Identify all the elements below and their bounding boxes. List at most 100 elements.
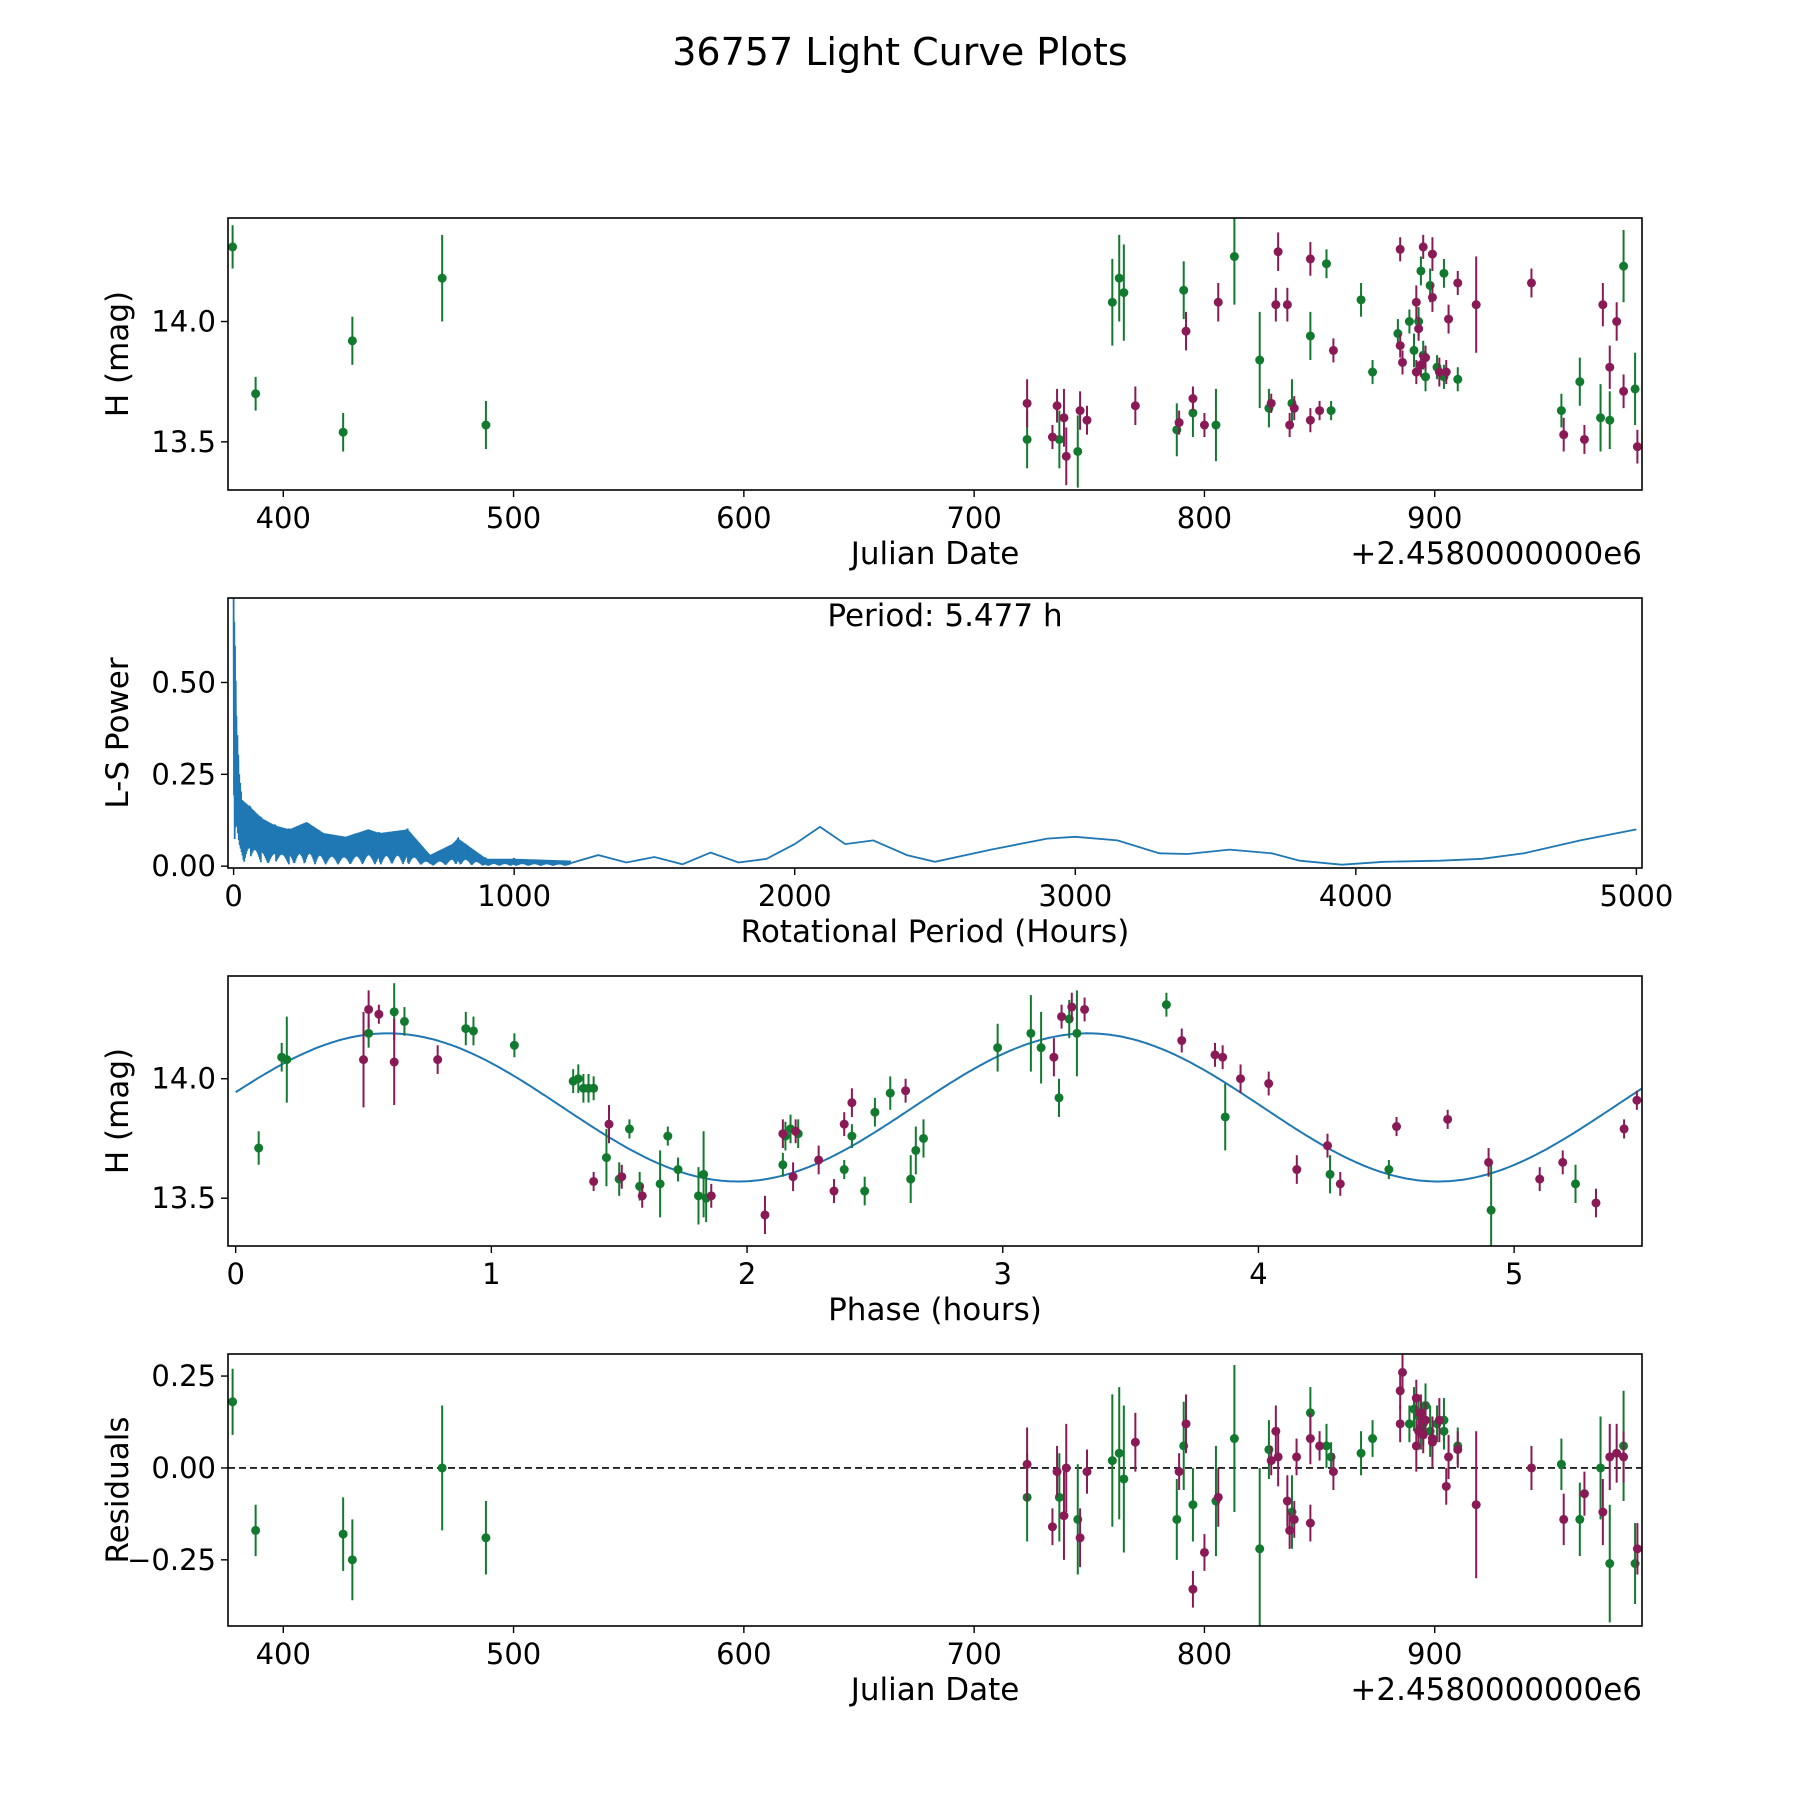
data-point [1181, 1419, 1191, 1429]
y-tick-label: 13.5 [151, 1181, 216, 1215]
data-point [1434, 1415, 1444, 1425]
y-tick-label: 14.0 [151, 1062, 216, 1096]
data-point [589, 1176, 599, 1186]
data-point [228, 1397, 238, 1407]
x-tick-label: 400 [256, 1637, 311, 1671]
data-point [1416, 266, 1426, 276]
data-point [1439, 1426, 1449, 1436]
y-axis-label: H (mag) [100, 291, 136, 417]
data-point [778, 1129, 788, 1139]
data-point [1229, 1434, 1239, 1444]
data-point [1218, 1052, 1228, 1062]
data-point [1114, 273, 1124, 283]
x-axis-label: Julian Date [849, 536, 1020, 572]
data-point [1210, 1050, 1220, 1060]
x-tick-label: 400 [256, 501, 311, 535]
data-point [1075, 1533, 1085, 1543]
data-point [1596, 1463, 1606, 1473]
data-point [1441, 1481, 1451, 1491]
data-point [1054, 434, 1064, 444]
data-point [1130, 1437, 1140, 1447]
data-point [1107, 297, 1117, 307]
data-point [791, 1126, 801, 1136]
data-point [1612, 317, 1622, 327]
data-point [1556, 1459, 1566, 1469]
data-point [1571, 1179, 1581, 1189]
data-point [1579, 434, 1589, 444]
data-point [1598, 300, 1608, 310]
data-point [1107, 1456, 1117, 1466]
data-point [1335, 1179, 1345, 1189]
series-green [228, 1365, 1640, 1626]
data-point [1061, 451, 1071, 461]
data-point [1575, 377, 1585, 387]
data-point [1556, 406, 1566, 416]
data-point [1409, 345, 1419, 355]
x-tick-label: 800 [1177, 1637, 1232, 1671]
data-point [1416, 360, 1426, 370]
data-point [1273, 1452, 1283, 1462]
data-point [1181, 326, 1191, 336]
data-point [1285, 420, 1295, 430]
data-point [885, 1088, 895, 1098]
x-tick-label: 4000 [1319, 879, 1393, 913]
data-point [1630, 384, 1640, 394]
data-point [1266, 398, 1276, 408]
plot-area [232, 598, 1637, 866]
data-point [1199, 420, 1209, 430]
data-point [1305, 1434, 1315, 1444]
data-point [1305, 254, 1315, 264]
data-point [1605, 415, 1615, 425]
data-point [1535, 1174, 1545, 1184]
data-point [1559, 430, 1569, 440]
data-point [673, 1165, 683, 1175]
data-point [1119, 1474, 1129, 1484]
data-point [617, 1172, 627, 1182]
data-point [1130, 401, 1140, 411]
data-point [1026, 1028, 1036, 1038]
data-point [461, 1024, 471, 1034]
data-point [1619, 1452, 1629, 1462]
data-point [1411, 1393, 1421, 1403]
data-point [1632, 1095, 1642, 1105]
data-point [1392, 1122, 1402, 1132]
y-tick-label: 0.00 [151, 849, 216, 883]
data-point [1305, 1518, 1315, 1528]
data-point [663, 1131, 673, 1141]
data-point [1177, 1036, 1187, 1046]
data-point [468, 1026, 478, 1036]
data-point [1049, 1052, 1059, 1062]
data-point [1073, 446, 1083, 456]
data-point [693, 1191, 703, 1201]
series-magenta [359, 990, 1642, 1235]
data-point [1220, 1112, 1230, 1122]
axes-frame [227, 217, 1643, 491]
data-point [1434, 367, 1444, 377]
data-point [918, 1133, 928, 1143]
data-point [1368, 1434, 1378, 1444]
data-point [1559, 1514, 1569, 1524]
x-tick-label: 1 [482, 1257, 500, 1291]
data-point [338, 427, 348, 437]
data-point [1395, 341, 1405, 351]
y-tick-label: 0.25 [151, 757, 216, 791]
data-point [1619, 386, 1629, 396]
data-point [1444, 314, 1454, 324]
data-point [364, 1004, 374, 1014]
data-point [347, 1555, 357, 1565]
data-point [847, 1098, 857, 1108]
data-point [1453, 1445, 1463, 1455]
figure-title: 36757 Light Curve Plots [672, 30, 1127, 74]
data-point [829, 1186, 839, 1196]
data-point [1188, 408, 1198, 418]
data-point [1605, 362, 1615, 372]
data-point [573, 1074, 583, 1084]
data-point [1289, 403, 1299, 413]
data-point [1416, 1408, 1426, 1418]
ls-power-curve [232, 598, 1637, 866]
data-point [1325, 1169, 1335, 1179]
data-point [1188, 1584, 1198, 1594]
data-point [1292, 1452, 1302, 1462]
data-point [1596, 413, 1606, 423]
data-point [1632, 1544, 1642, 1554]
